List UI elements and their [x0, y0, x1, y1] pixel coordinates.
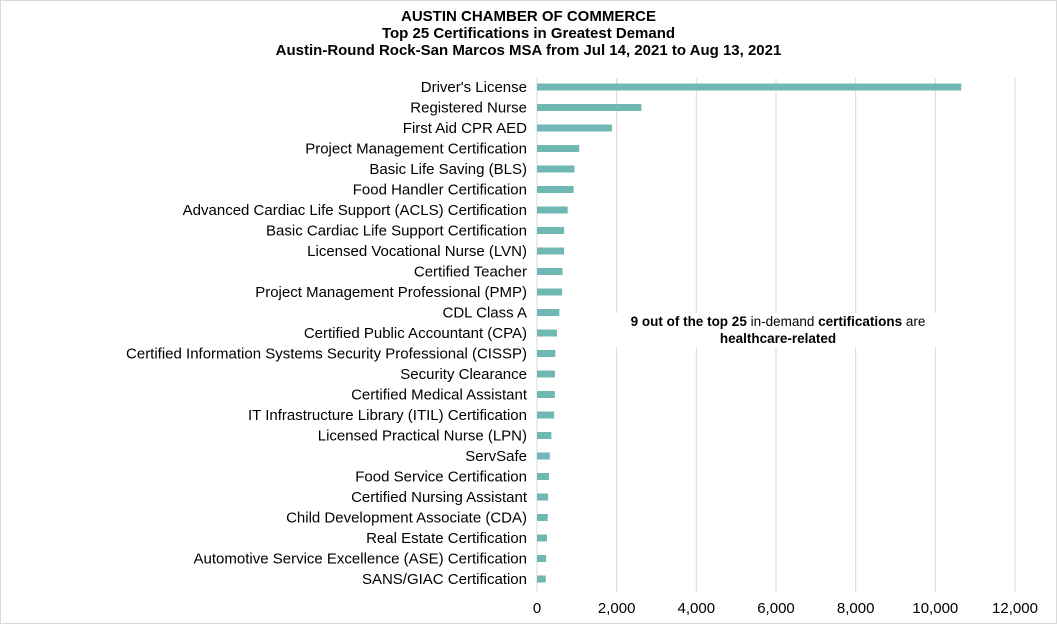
category-label: Certified Medical Assistant	[351, 387, 528, 404]
category-label: Automotive Service Excellence (ASE) Cert…	[194, 551, 527, 568]
category-label: Basic Cardiac Life Support Certification	[266, 223, 527, 240]
bar	[537, 268, 563, 275]
chart-annotation: 9 out of the top 25 in-demand certificat…	[588, 313, 968, 347]
bar	[537, 288, 563, 296]
category-label: Advanced Cardiac Life Support (ACLS) Cer…	[183, 202, 527, 219]
category-label: Food Service Certification	[355, 469, 527, 486]
x-tick-label: 12,000	[992, 600, 1038, 617]
category-label: Registered Nurse	[410, 100, 527, 117]
annotation-line-2: healthcare-related	[719, 331, 837, 346]
category-label: Food Handler Certification	[353, 182, 527, 199]
bar	[537, 206, 568, 214]
bar	[537, 145, 580, 152]
annotation-line-1: 9 out of the top 25 in-demand certificat…	[588, 313, 968, 330]
bar	[537, 391, 555, 398]
category-label: Security Clearance	[400, 366, 527, 383]
category-label: Child Development Associate (CDA)	[286, 510, 527, 527]
category-label: Certified Nursing Assistant	[351, 489, 528, 506]
bar	[537, 83, 962, 91]
bar	[537, 534, 547, 542]
chart-subtitle: Top 25 Certifications in Greatest Demand	[381, 25, 676, 42]
category-label: CDL Class A	[443, 305, 527, 322]
bar	[537, 186, 574, 193]
x-tick-label: 2,000	[598, 600, 636, 617]
category-label: Licensed Vocational Nurse (LVN)	[307, 243, 527, 260]
category-label: SANS/GIAC Certification	[362, 571, 527, 588]
bar	[537, 514, 548, 521]
category-label: First Aid CPR AED	[403, 120, 527, 137]
bar	[537, 411, 555, 419]
bar	[537, 104, 642, 111]
bar	[537, 493, 549, 501]
bar	[537, 227, 565, 234]
category-label: Driver's License	[421, 79, 527, 96]
bar	[537, 350, 556, 357]
x-tick-label: 4,000	[678, 600, 716, 617]
category-label: Project Management Certification	[305, 141, 527, 158]
category-label: Certified Public Accountant (CPA)	[304, 325, 527, 342]
bar	[537, 124, 612, 132]
annotation-part-3: certifications	[818, 314, 903, 329]
bar	[537, 329, 557, 337]
x-tick-label: 6,000	[757, 600, 795, 617]
bar	[537, 473, 549, 480]
bar	[537, 452, 550, 460]
category-label: Real Estate Certification	[366, 530, 527, 547]
category-label: ServSafe	[465, 448, 527, 465]
category-label: Licensed Practical Nurse (LPN)	[318, 428, 527, 445]
x-tick-label: 10,000	[912, 600, 958, 617]
bar	[537, 165, 575, 173]
bar	[537, 247, 565, 255]
bar	[537, 309, 560, 316]
annotation-part-1: 9 out of the top 25	[630, 314, 747, 329]
chart-subtitle-2: Austin-Round Rock-San Marcos MSA from Ju…	[275, 42, 782, 59]
category-label: IT Infrastructure Library (ITIL) Certifi…	[248, 407, 527, 424]
category-label: Basic Life Saving (BLS)	[369, 161, 527, 178]
bar	[537, 432, 552, 439]
bar	[537, 555, 547, 562]
bar	[537, 370, 555, 378]
x-tick-label: 8,000	[837, 600, 875, 617]
annotation-part-4: are	[902, 314, 926, 329]
x-tick-label: 0	[533, 600, 541, 617]
category-label: Certified Information Systems Security P…	[126, 346, 527, 363]
chart-title: AUSTIN CHAMBER OF COMMERCE	[401, 8, 656, 25]
bar	[537, 575, 546, 583]
category-label: Project Management Professional (PMP)	[255, 284, 527, 301]
chart-titles: AUSTIN CHAMBER OF COMMERCE Top 25 Certif…	[0, 8, 1057, 59]
category-label: Certified Teacher	[414, 264, 527, 281]
annotation-part-2: in-demand	[746, 314, 819, 329]
